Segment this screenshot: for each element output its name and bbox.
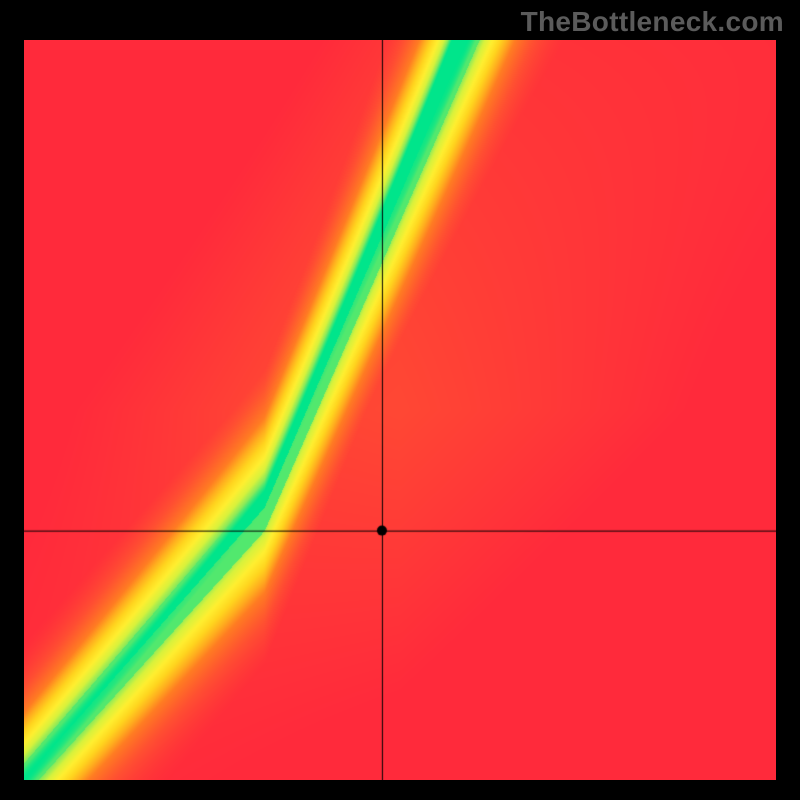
watermark-text: TheBottleneck.com [521,6,784,38]
heatmap-canvas [24,40,776,780]
chart-container: TheBottleneck.com [0,0,800,800]
heatmap-plot [24,40,776,780]
